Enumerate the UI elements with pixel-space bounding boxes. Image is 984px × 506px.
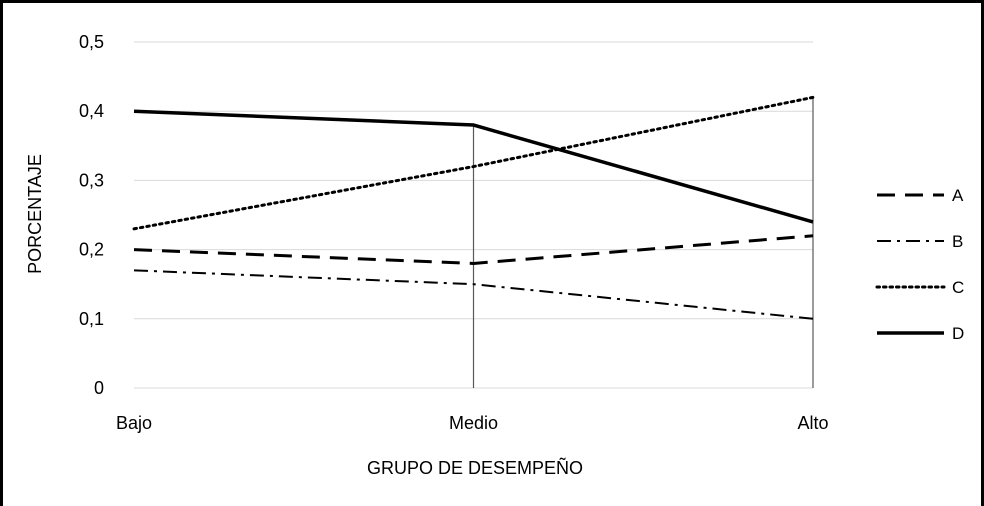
legend-label-c: C — [952, 278, 964, 297]
y-tick-label: 0,5 — [79, 32, 104, 52]
x-tick-label: Bajo — [116, 413, 152, 433]
x-tick-label: Alto — [797, 413, 828, 433]
x-axis-title: GRUPO DE DESEMPEÑO — [367, 457, 583, 478]
y-axis-title: PORCENTAJE — [25, 154, 45, 274]
series-line-b — [133, 269, 814, 320]
legend: A B C D — [875, 186, 964, 343]
series-lines — [132, 95, 815, 320]
x-tick-labels: Bajo Medio Alto — [116, 413, 829, 433]
series-line-a — [133, 234, 814, 265]
y-tick-labels: 0 0,1 0,2 0,3 0,4 0,5 — [79, 32, 104, 398]
legend-label-b: B — [952, 232, 963, 251]
legend-label-d: D — [952, 324, 964, 343]
legend-label-a: A — [952, 186, 964, 205]
drop-lines — [472, 97, 814, 388]
y-tick-label: 0,1 — [79, 309, 104, 329]
y-tick-label: 0,4 — [79, 101, 104, 121]
y-tick-label: 0,3 — [79, 170, 104, 190]
y-tick-label: 0 — [94, 378, 104, 398]
series-line-c — [132, 95, 815, 231]
y-tick-label: 0,2 — [79, 240, 104, 260]
x-tick-label: Medio — [449, 413, 498, 433]
series-line-d — [133, 109, 814, 224]
